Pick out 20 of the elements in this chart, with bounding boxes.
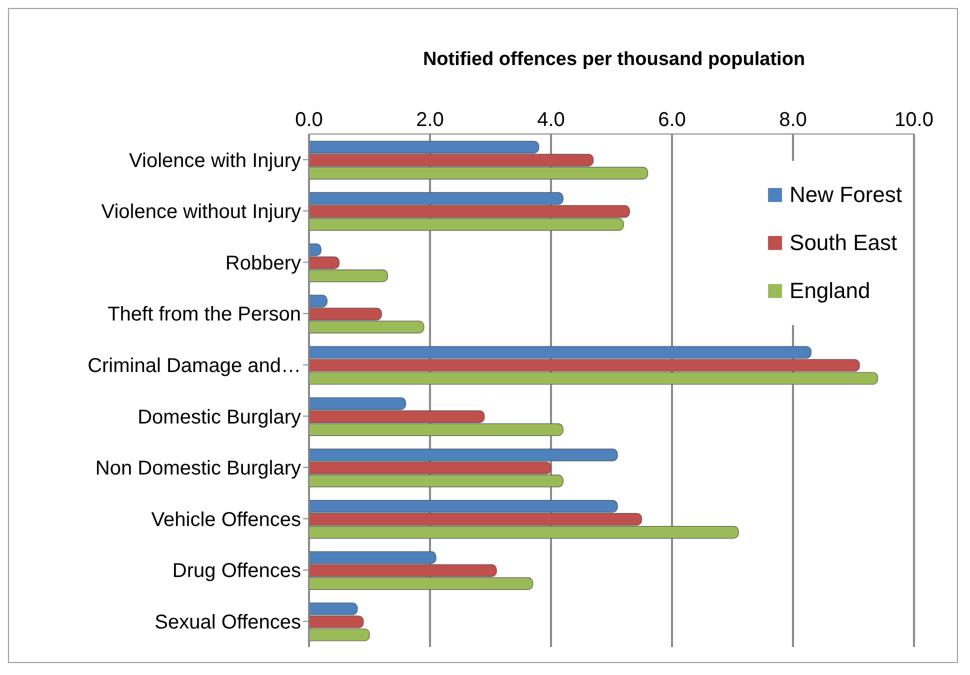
x-tick-label: 6.0 <box>658 109 686 131</box>
y-tick-label: Violence without Injury <box>101 201 301 224</box>
y-tick-label: Robbery <box>225 252 301 274</box>
y-tick-label: Drug Offences <box>172 560 301 582</box>
x-tick-label: 8.0 <box>779 109 807 131</box>
x-tick-label: 2.0 <box>416 109 444 131</box>
x-tick-label: 10.0 <box>894 109 934 131</box>
x-axis-title: Notified offences per thousand population <box>422 49 806 71</box>
x-tick-label: 0.0 <box>295 109 323 131</box>
y-tick-label: Sexual Offences <box>154 611 301 634</box>
x-tick-label: 4.0 <box>537 109 565 131</box>
y-tick-label: Violence with Injury <box>129 150 301 172</box>
y-tick-label: Domestic Burglary <box>138 406 301 428</box>
legend-label: South East <box>790 230 898 256</box>
legend-label: New Forest <box>790 182 902 208</box>
y-tick-label: Vehicle Offences <box>151 508 301 531</box>
y-tick-label: Criminal Damage and… <box>88 354 301 377</box>
y-tick-label: Theft from the Person <box>108 304 301 326</box>
y-tick-label: Non Domestic Burglary <box>95 458 301 480</box>
legend-label: England <box>790 278 870 304</box>
